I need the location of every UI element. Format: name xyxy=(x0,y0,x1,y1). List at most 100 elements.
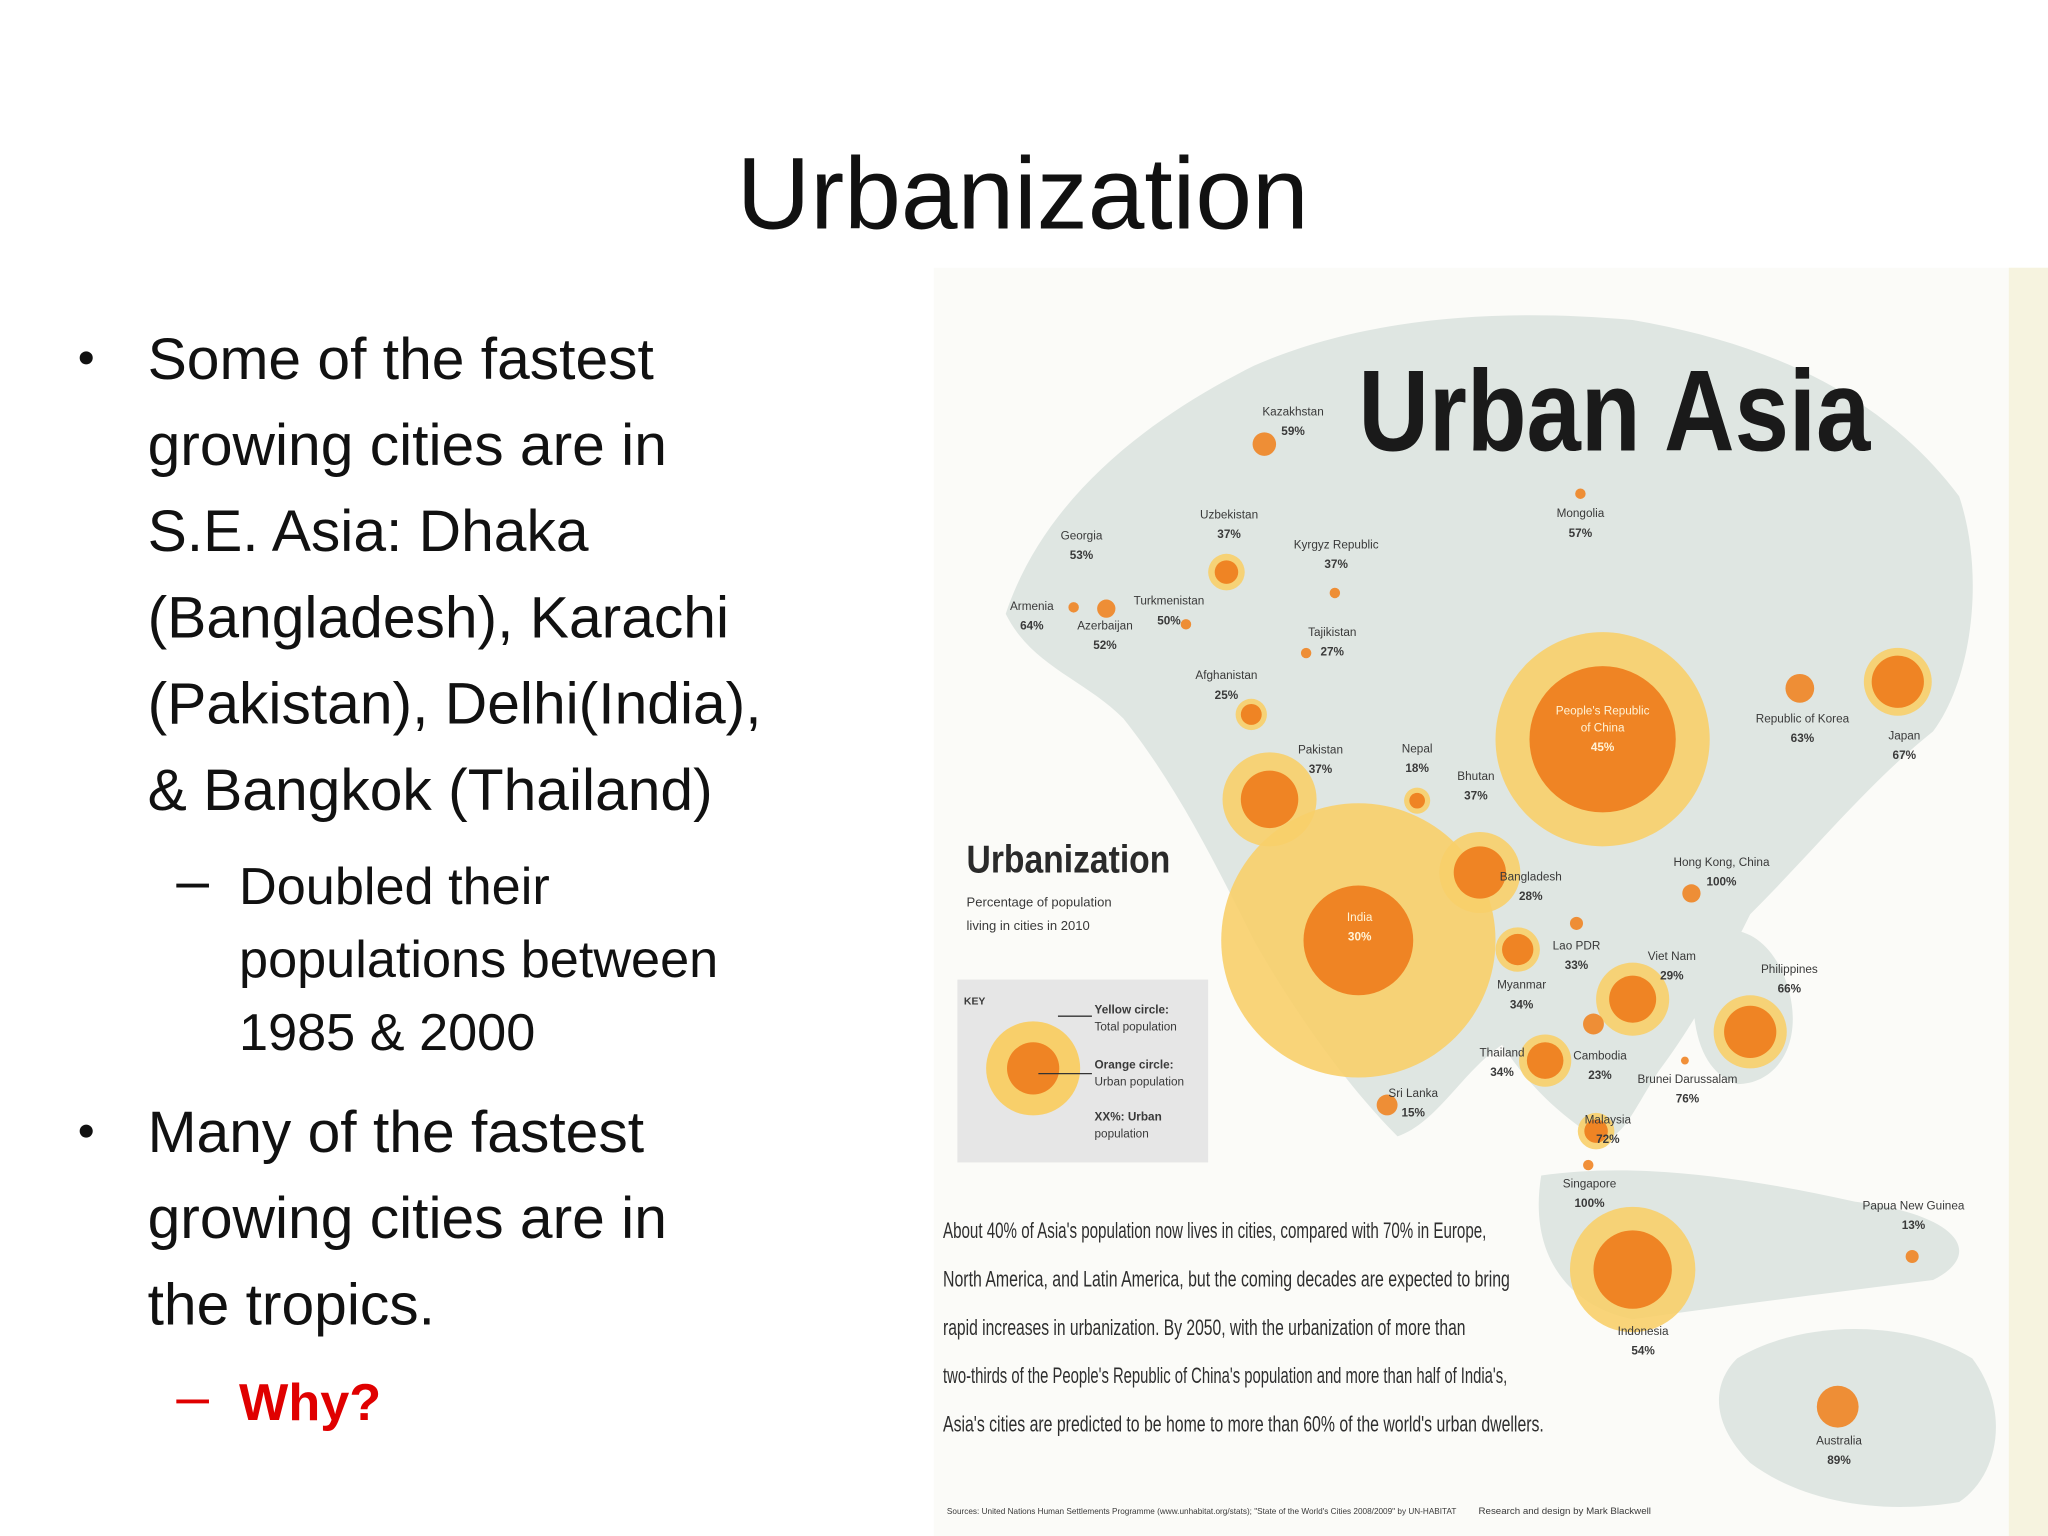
bullet-text: Some of the fastest xyxy=(148,327,654,392)
country-percent: 13% xyxy=(1902,1219,1926,1232)
population-circle xyxy=(1097,599,1116,618)
country-percent: 64% xyxy=(1020,620,1044,633)
legend-item-label: Orange circle: xyxy=(1095,1058,1174,1071)
country-percent: 72% xyxy=(1596,1133,1620,1146)
map-content: Urban Asia Kazakhstan 59% Georgia 53% Armenia… xyxy=(943,348,1965,1516)
country-name: Tajikistan xyxy=(1308,626,1356,639)
urban-circle xyxy=(1871,655,1924,708)
country-percent: 66% xyxy=(1778,983,1802,996)
population-circle xyxy=(1583,1013,1604,1035)
map-note-line: North America, and Latin America, but th… xyxy=(943,1267,1510,1292)
country-name: Cambodia xyxy=(1573,1049,1627,1062)
bullet-text: S.E. Asia: Dhaka xyxy=(148,499,589,564)
country-name: Turkmenistan xyxy=(1134,595,1205,608)
legend-caption: Percentage of population xyxy=(967,894,1112,909)
sub-bullet-text: Why? xyxy=(239,1374,381,1432)
country-percent: 25% xyxy=(1215,689,1239,702)
country-name: Singapore xyxy=(1563,1177,1617,1190)
country-percent: 18% xyxy=(1405,762,1429,775)
population-circle xyxy=(1300,647,1312,659)
bullet-marker xyxy=(79,351,93,365)
map-source: Sources: United Nations Human Settlement… xyxy=(947,1507,1457,1516)
bullet-text: Many of the fastest xyxy=(148,1100,644,1165)
map-note-line: two-thirds of the People's Republic of C… xyxy=(943,1363,1507,1388)
country-name: Bangladesh xyxy=(1500,870,1562,883)
country-name: Kazakhstan xyxy=(1262,405,1323,418)
country-percent: 100% xyxy=(1706,876,1737,889)
population-circle xyxy=(1569,916,1584,930)
country-name: Japan xyxy=(1888,729,1920,742)
country-name: Viet Nam xyxy=(1648,950,1696,963)
country-percent: 53% xyxy=(1070,549,1094,562)
population-circle xyxy=(1180,619,1192,630)
map-edge xyxy=(2008,267,2048,1536)
urban-circle xyxy=(1240,704,1262,725)
country-percent: 59% xyxy=(1281,425,1305,438)
legend-orange-circle xyxy=(1007,1042,1060,1095)
country-percent: 63% xyxy=(1791,732,1815,745)
population-circle xyxy=(1682,884,1701,903)
sub-bullet-text: Doubled their xyxy=(239,858,550,916)
urban-circle xyxy=(1529,666,1676,813)
population-circle xyxy=(1785,673,1815,703)
urban-circle xyxy=(1453,846,1506,899)
map-title: Urban Asia xyxy=(1358,348,1871,476)
bullet-text: (Bangladesh), Karachi xyxy=(148,585,729,650)
urban-circle xyxy=(1609,975,1657,1023)
population-circle xyxy=(1680,1056,1689,1065)
country-percent: 37% xyxy=(1309,763,1333,776)
legend-item-label: XX%: Urban xyxy=(1095,1111,1162,1124)
country-percent: 30% xyxy=(1348,930,1372,943)
urban-circle xyxy=(1502,933,1534,966)
population-circle xyxy=(1816,1385,1859,1428)
country-percent: 23% xyxy=(1588,1069,1612,1082)
population-circle xyxy=(1329,587,1341,599)
country-name: Uzbekistan xyxy=(1200,509,1258,522)
country-name: India xyxy=(1347,911,1373,924)
bullet-text: & Bangkok (Thailand) xyxy=(148,758,713,823)
country-name: Georgia xyxy=(1061,529,1103,542)
slide-title: Urbanization xyxy=(737,137,1309,251)
urban-circle xyxy=(1240,770,1299,829)
country-name: Mongolia xyxy=(1557,507,1605,520)
legend-item-desc: Urban population xyxy=(1095,1075,1185,1088)
urban-circle xyxy=(1526,1042,1564,1079)
population-circle xyxy=(1583,1159,1594,1171)
urban-circle xyxy=(1303,885,1414,996)
country-percent: 52% xyxy=(1093,639,1117,652)
country-percent: 100% xyxy=(1575,1197,1606,1210)
urban-circle xyxy=(1409,792,1425,809)
population-circle xyxy=(1905,1249,1919,1264)
population-circle xyxy=(1575,488,1586,499)
legend-caption: living in cities in 2010 xyxy=(967,918,1090,933)
country-percent: 50% xyxy=(1157,614,1181,627)
country-name: Hong Kong, China xyxy=(1673,856,1769,869)
bullet-text: (Pakistan), Delhi(India), xyxy=(148,672,762,737)
country-name: Azerbaijan xyxy=(1077,620,1133,633)
country-name: Malaysia xyxy=(1585,1113,1632,1126)
map-note-line: About 40% of Asia's population now lives… xyxy=(943,1218,1486,1243)
country-percent: 15% xyxy=(1401,1107,1425,1120)
country-percent: 37% xyxy=(1464,789,1488,802)
legend-item-desc: Total population xyxy=(1095,1021,1177,1034)
legend-key: KEY xyxy=(964,996,985,1007)
urban-circle xyxy=(1584,1119,1608,1143)
population-circle xyxy=(1376,1094,1398,1116)
country-name: Afghanistan xyxy=(1195,669,1257,682)
country-name: Lao PDR xyxy=(1553,940,1601,953)
country-percent: 29% xyxy=(1660,970,1684,983)
bullet-text: growing cities are in xyxy=(148,1186,667,1251)
country-percent: 34% xyxy=(1490,1066,1514,1079)
sub-bullet-text: populations between xyxy=(239,931,718,989)
population-circle xyxy=(1068,602,1079,613)
country-percent: 76% xyxy=(1676,1092,1700,1105)
country-name: Brunei Darussalam xyxy=(1638,1073,1738,1086)
sub-bullet-text: 1985 & 2000 xyxy=(239,1004,535,1062)
country-percent: 54% xyxy=(1631,1344,1655,1357)
country-name: of China xyxy=(1581,721,1625,734)
bullet-marker xyxy=(79,1124,93,1138)
country-name: People's Republic xyxy=(1556,704,1650,717)
country-percent: 89% xyxy=(1827,1454,1851,1467)
country-name: Republic of Korea xyxy=(1756,712,1850,725)
